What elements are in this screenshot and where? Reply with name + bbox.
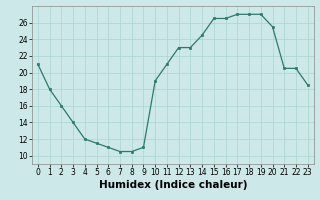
X-axis label: Humidex (Indice chaleur): Humidex (Indice chaleur) [99,180,247,190]
